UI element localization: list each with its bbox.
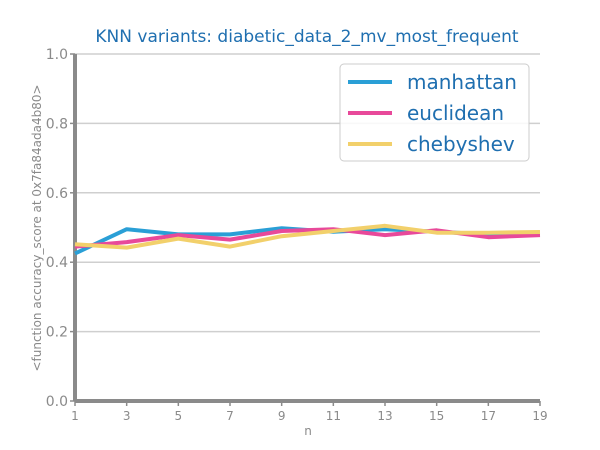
x-axis-label: n xyxy=(304,424,312,438)
y-axis-label: <function accuracy_score at 0x7fa84ada4b… xyxy=(30,84,44,371)
x-tick-label-3: 7 xyxy=(226,409,234,423)
x-tick-label-4: 9 xyxy=(278,409,286,423)
legend-box xyxy=(339,63,530,162)
axes xyxy=(73,54,540,403)
chart-title: KNN variants: diabetic_data_2_mv_most_fr… xyxy=(95,27,519,47)
x-tick-label-8: 17 xyxy=(481,409,496,423)
y-tick-label-4: 0.8 xyxy=(46,116,68,132)
x-tick-label-2: 5 xyxy=(175,409,183,423)
x-tick-label-7: 15 xyxy=(429,409,444,423)
legend-label-euclidean: euclidean xyxy=(407,101,504,125)
x-tick-label-9: 19 xyxy=(532,409,547,423)
y-tick-label-2: 0.4 xyxy=(46,255,68,271)
series-lines xyxy=(74,223,541,256)
legend-label-chebyshev: chebyshev xyxy=(407,132,515,156)
series-line-chebyshev xyxy=(74,223,541,250)
x-tick-label-5: 11 xyxy=(326,409,341,423)
x-tick-label-1: 3 xyxy=(123,409,131,423)
legend: manhattan euclidean chebyshev xyxy=(339,63,530,162)
y-tick-label-3: 0.6 xyxy=(46,186,68,202)
x-ticks: 1 3 5 7 9 11 13 15 17 19 xyxy=(71,401,548,423)
y-tick-label-1: 0.2 xyxy=(46,325,68,341)
y-tick-label-0: 0.0 xyxy=(46,394,68,410)
y-tick-label-5: 1.0 xyxy=(46,47,68,63)
legend-label-manhattan: manhattan xyxy=(407,70,517,94)
y-ticks: 0.0 0.2 0.4 0.6 0.8 1.0 xyxy=(46,47,75,410)
x-tick-label-0: 1 xyxy=(71,409,79,423)
x-tick-label-6: 13 xyxy=(377,409,392,423)
